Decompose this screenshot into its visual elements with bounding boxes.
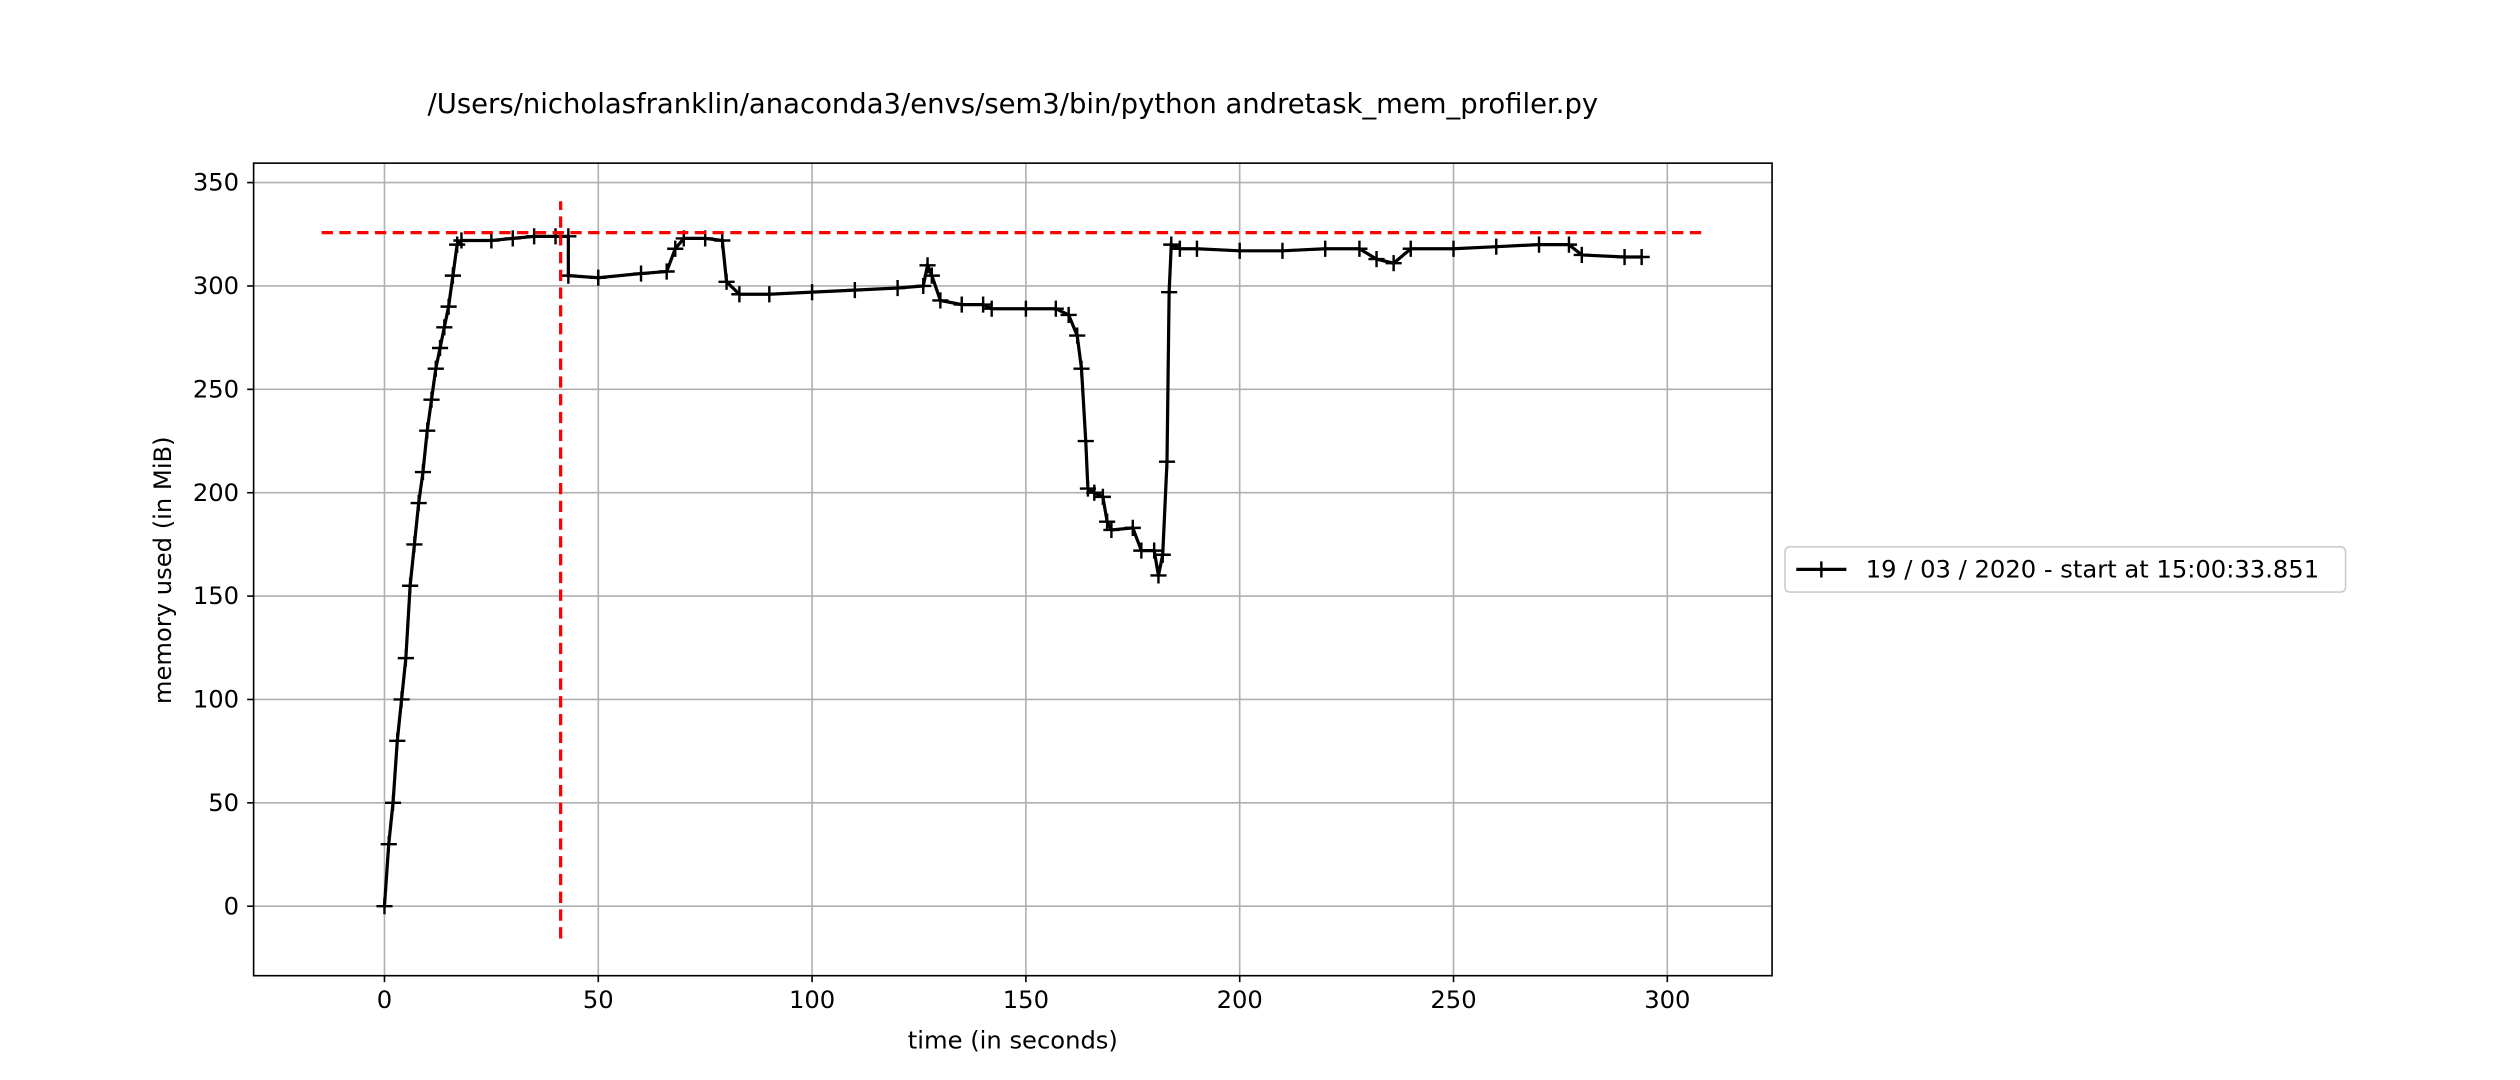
data-point	[1488, 238, 1505, 255]
data-point	[1385, 255, 1402, 272]
data-point	[453, 232, 470, 249]
y-tick-label: 350	[193, 169, 239, 197]
y-axis-label: memory used (in MiB)	[149, 436, 177, 704]
data-point	[1402, 240, 1419, 257]
data-point	[504, 230, 521, 247]
data-point	[1445, 240, 1462, 257]
y-tick-label: 200	[193, 479, 239, 507]
data-point	[1530, 236, 1548, 253]
data-point	[526, 228, 543, 245]
data-point	[1368, 251, 1385, 268]
y-tick-label: 300	[193, 272, 239, 300]
data-point	[406, 536, 423, 553]
data-point	[1103, 521, 1120, 539]
data-point	[932, 292, 949, 309]
data-point	[846, 282, 863, 299]
data-point	[1573, 246, 1590, 264]
data-point	[658, 263, 675, 280]
data-point	[590, 269, 607, 286]
data-point	[1616, 248, 1633, 266]
data-point	[667, 240, 684, 257]
x-axis-label: time (in seconds)	[908, 1026, 1118, 1054]
data-point	[380, 836, 397, 853]
data-point	[1086, 484, 1103, 501]
data-point	[1163, 236, 1180, 253]
x-tick-label: 150	[1003, 986, 1049, 1014]
chart-title: /Users/nicholasfranklin/anaconda3/envs/s…	[428, 89, 1599, 120]
data-point	[889, 279, 906, 297]
data-point	[560, 267, 577, 284]
data-point	[1077, 432, 1094, 450]
data-point	[440, 298, 457, 315]
data-point	[436, 319, 453, 336]
data-point	[1060, 306, 1077, 323]
data-point	[1171, 240, 1188, 257]
y-tick-label: 250	[193, 375, 239, 403]
data-point	[1231, 242, 1248, 259]
data-point	[718, 273, 735, 290]
data-point	[1274, 242, 1291, 259]
data-point	[1073, 360, 1090, 377]
data-point	[632, 265, 650, 282]
data-point	[427, 360, 444, 377]
x-tick-label: 200	[1217, 986, 1263, 1014]
legend-label: 19 / 03 / 2020 - start at 15:00:33.851	[1866, 556, 2319, 584]
data-point	[804, 284, 821, 301]
data-point	[919, 257, 936, 274]
x-tick-label: 250	[1430, 986, 1476, 1014]
data-point	[731, 286, 748, 303]
data-point	[1560, 236, 1578, 253]
data-point	[1017, 300, 1034, 317]
data-point	[923, 267, 940, 284]
data-point	[423, 391, 440, 408]
y-tick-label: 50	[208, 789, 239, 817]
data-point	[376, 898, 393, 915]
data-point	[714, 232, 731, 249]
data-point	[414, 463, 432, 481]
data-point	[975, 296, 992, 313]
data-point	[444, 267, 461, 284]
x-tick-label: 0	[377, 986, 392, 1014]
data-point	[397, 650, 414, 667]
data-point	[1317, 240, 1334, 257]
data-point	[402, 577, 419, 594]
data-point	[1124, 519, 1141, 536]
data-point	[1161, 284, 1178, 301]
legend-box	[1784, 546, 2347, 593]
data-point	[431, 339, 449, 357]
x-tick-label: 50	[583, 986, 614, 1014]
y-tick-label: 0	[224, 892, 239, 920]
data-point	[983, 300, 1000, 317]
data-point	[393, 691, 410, 708]
data-point	[1150, 567, 1167, 584]
data-point	[1099, 513, 1116, 530]
data-point	[1069, 327, 1086, 344]
data-point	[410, 494, 427, 512]
data-point	[1154, 546, 1171, 563]
data-point	[761, 286, 778, 303]
data-point	[1146, 542, 1163, 559]
data-point	[1633, 248, 1650, 266]
x-tick-label: 300	[1644, 986, 1690, 1014]
data-point	[1351, 240, 1368, 257]
data-point	[915, 277, 932, 295]
data-point	[1047, 300, 1064, 317]
legend-marker	[1813, 561, 1830, 578]
y-tick-label: 150	[193, 582, 239, 610]
data-point	[560, 228, 577, 245]
y-tick-label: 100	[193, 686, 239, 714]
data-point	[384, 794, 402, 811]
data-point	[483, 232, 500, 249]
data-point	[1158, 453, 1176, 470]
data-point	[1094, 488, 1111, 505]
data-point	[1188, 240, 1206, 257]
data-point	[389, 732, 406, 749]
x-tick-label: 100	[789, 986, 835, 1014]
data-point	[953, 296, 970, 313]
data-point	[419, 422, 436, 439]
plot-frame	[252, 162, 1773, 977]
